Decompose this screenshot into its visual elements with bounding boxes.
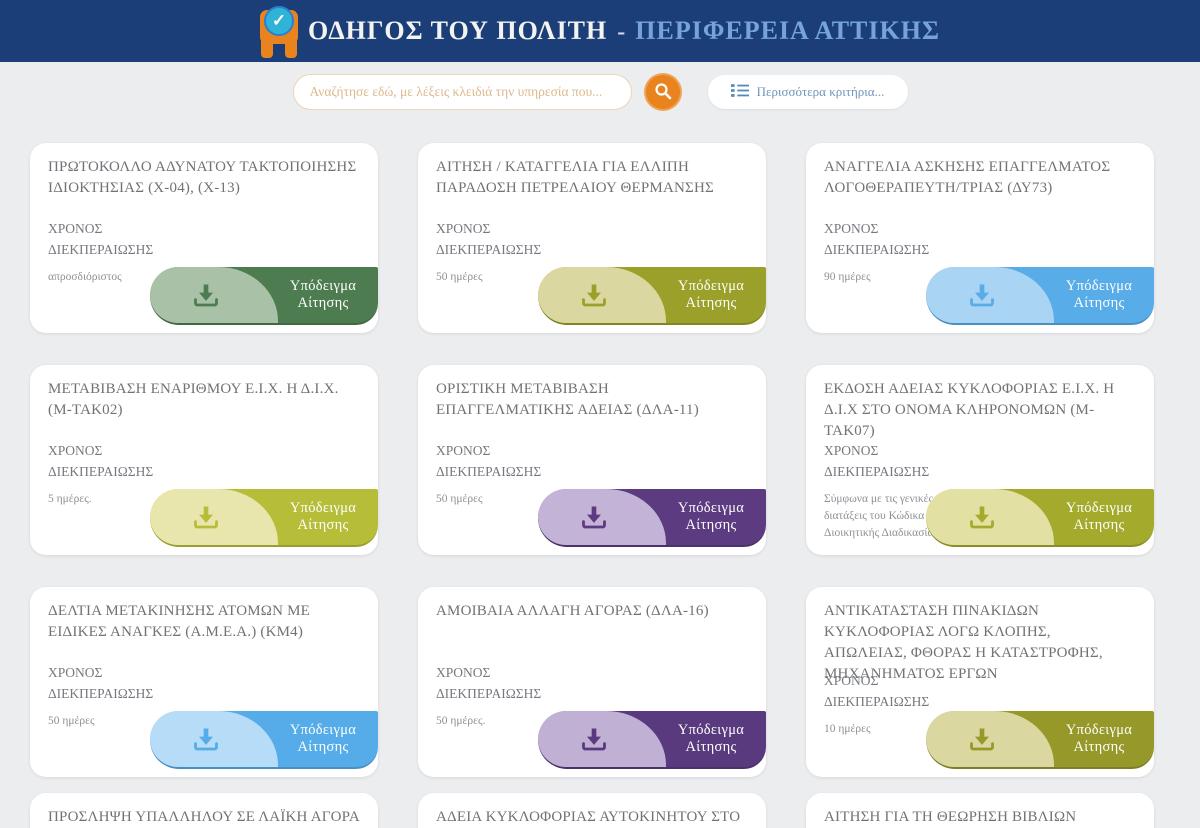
services-grid: ΠΡΩΤΟΚΟΛΛΟ ΑΔΥΝΑΤΟΥ ΤΑΚΤΟΠΟΙΗΣΗΣ ΙΔΙΟΚΤΗ…: [30, 143, 1172, 777]
service-card: ΑΙΤΗΣΗ / ΚΑΤΑΓΓΕΛΙΑ ΓΙΑ ΕΛΛΙΠΗ ΠΑΡΑΔΟΣΗ …: [418, 143, 766, 333]
download-button-label: Υπόδειγμα Αίτησης: [289, 278, 357, 311]
service-card: ΑΝΑΓΓΕΛΙΑ ΑΣΚΗΣΗΣ ΕΠΑΓΓΕΛΜΑΤΟΣ ΛΟΓΟΘΕΡΑΠ…: [806, 143, 1154, 333]
processing-time-label: ΧΡΟΝΟΣ ΔΙΕΚΠΕΡΑΙΩΣΗΣ: [48, 443, 154, 479]
service-card: ΑΙΤΗΣΗ ΓΙΑ ΤΗ ΘΕΩΡΗΣΗ ΒΙΒΛΙΩΝ: [806, 793, 1154, 828]
processing-time-label: ΧΡΟΝΟΣ ΔΙΕΚΠΕΡΑΙΩΣΗΣ: [824, 443, 930, 479]
download-button-label: Υπόδειγμα Αίτησης: [1065, 722, 1133, 755]
download-button-label: Υπόδειγμα Αίτησης: [1065, 500, 1133, 533]
download-icon: [580, 281, 608, 309]
service-title: ΑΝΑΓΓΕΛΙΑ ΑΣΚΗΣΗΣ ΕΠΑΓΓΕΛΜΑΤΟΣ ΛΟΓΟΘΕΡΑΠ…: [824, 159, 1111, 196]
processing-time-label: ΧΡΟΝΟΣ ΔΙΕΚΠΕΡΑΙΩΣΗΣ: [436, 443, 542, 479]
download-button-label: Υπόδειγμα Αίτησης: [289, 500, 357, 533]
service-title: ΑΝΤΙΚΑΤΑΣΤΑΣΗ ΠΙΝΑΚΙΔΩΝ ΚΥΚΛΟΦΟΡΙΑΣ ΛΟΓΩ…: [824, 603, 1103, 682]
download-icon: [192, 281, 220, 309]
processing-time: ΧΡΟΝΟΣ ΔΙΕΚΠΕΡΑΙΩΣΗΣ 50 ημέρες.: [436, 663, 568, 730]
download-icon: [968, 503, 996, 531]
service-card: ΔΕΛΤΙΑ ΜΕΤΑΚΙΝΗΣΗΣ ΑΤΟΜΩΝ ΜΕ ΕΙΔΙΚΕΣ ΑΝΑ…: [30, 587, 378, 777]
service-title: ΠΡΟΣΛΗΨΗ ΥΠΑΛΛΗΛΟΥ ΣΕ ΛΑΪΚΗ ΑΓΟΡΑ: [48, 809, 360, 825]
service-card: ΜΕΤΑΒΙΒΑΣΗ ΕΝΑΡΙΘΜΟΥ Ε.Ι.Χ. Η Δ.Ι.Χ. (Μ-…: [30, 365, 378, 555]
download-template-button[interactable]: Υπόδειγμα Αίτησης: [538, 711, 766, 769]
service-title: ΜΕΤΑΒΙΒΑΣΗ ΕΝΑΡΙΘΜΟΥ Ε.Ι.Χ. Η Δ.Ι.Χ. (Μ-…: [48, 381, 339, 418]
processing-time-value: 50 ημέρες.: [436, 714, 486, 727]
service-card: ΑΝΤΙΚΑΤΑΣΤΑΣΗ ΠΙΝΑΚΙΔΩΝ ΚΥΚΛΟΦΟΡΙΑΣ ΛΟΓΩ…: [806, 587, 1154, 777]
processing-time-value: 5 ημέρες.: [48, 492, 92, 505]
download-button-label: Υπόδειγμα Αίτησης: [677, 500, 745, 533]
site-logo[interactable]: ✓: [260, 4, 299, 58]
service-card: ΕΚΔΟΣΗ ΑΔΕΙΑΣ ΚΥΚΛΟΦΟΡΙΑΣ Ε.Ι.Χ. Η Δ.Ι.Χ…: [806, 365, 1154, 555]
service-title: ΔΕΛΤΙΑ ΜΕΤΑΚΙΝΗΣΗΣ ΑΤΟΜΩΝ ΜΕ ΕΙΔΙΚΕΣ ΑΝΑ…: [48, 603, 311, 640]
processing-time: ΧΡΟΝΟΣ ΔΙΕΚΠΕΡΑΙΩΣΗΣ 50 ημέρες: [436, 441, 568, 508]
service-title: ΑΔΕΙΑ ΚΥΚΛΟΦΟΡΙΑΣ ΑΥΤΟΚΙΝΗΤΟΥ ΣΤΟ: [436, 809, 741, 825]
processing-time: ΧΡΟΝΟΣ ΔΙΕΚΠΕΡΑΙΩΣΗΣ Σύμφωνα με τις γενι…: [824, 441, 956, 543]
processing-time: ΧΡΟΝΟΣ ΔΙΕΚΠΕΡΑΙΩΣΗΣ 50 ημέρες: [48, 663, 180, 730]
processing-time-label: ΧΡΟΝΟΣ ΔΙΕΚΠΕΡΑΙΩΣΗΣ: [436, 221, 542, 257]
download-icon: [192, 725, 220, 753]
download-template-button[interactable]: Υπόδειγμα Αίτησης: [538, 489, 766, 547]
service-card: ΑΜΟΙΒΑΙΑ ΑΛΛΑΓΗ ΑΓΟΡΑΣ (ΔΛΑ-16) ΧΡΟΝΟΣ Δ…: [418, 587, 766, 777]
service-card: ΟΡΙΣΤΙΚΗ ΜΕΤΑΒΙΒΑΣΗ ΕΠΑΓΓΕΛΜΑΤΙΚΗΣ ΑΔΕΙΑ…: [418, 365, 766, 555]
service-card: ΠΡΟΣΛΗΨΗ ΥΠΑΛΛΗΛΟΥ ΣΕ ΛΑΪΚΗ ΑΓΟΡΑ: [30, 793, 378, 828]
download-template-button[interactable]: Υπόδειγμα Αίτησης: [926, 489, 1154, 547]
title-separator: -: [617, 19, 626, 45]
download-button-label: Υπόδειγμα Αίτησης: [1065, 278, 1133, 311]
service-title: ΑΜΟΙΒΑΙΑ ΑΛΛΑΓΗ ΑΓΟΡΑΣ (ΔΛΑ-16): [436, 603, 709, 619]
service-title: ΠΡΩΤΟΚΟΛΛΟ ΑΔΥΝΑΤΟΥ ΤΑΚΤΟΠΟΙΗΣΗΣ ΙΔΙΟΚΤΗ…: [48, 159, 357, 196]
processing-time-value: απροσδιόριστος: [48, 270, 122, 283]
service-title: ΕΚΔΟΣΗ ΑΔΕΙΑΣ ΚΥΚΛΟΦΟΡΙΑΣ Ε.Ι.Χ. Η Δ.Ι.Χ…: [824, 381, 1115, 439]
logo-leg-right: [285, 40, 298, 58]
download-button-label: Υπόδειγμα Αίτησης: [677, 722, 745, 755]
processing-time-value: 50 ημέρες: [436, 270, 483, 283]
search-input[interactable]: [292, 74, 632, 110]
download-template-button[interactable]: Υπόδειγμα Αίτησης: [150, 711, 378, 769]
processing-time-value: 10 ημέρες: [824, 722, 871, 735]
download-icon: [968, 725, 996, 753]
service-card: ΠΡΩΤΟΚΟΛΛΟ ΑΔΥΝΑΤΟΥ ΤΑΚΤΟΠΟΙΗΣΗΣ ΙΔΙΟΚΤΗ…: [30, 143, 378, 333]
processing-time: ΧΡΟΝΟΣ ΔΙΕΚΠΕΡΑΙΩΣΗΣ 90 ημέρες: [824, 219, 956, 286]
download-template-button[interactable]: Υπόδειγμα Αίτησης: [150, 267, 378, 325]
service-card: ΑΔΕΙΑ ΚΥΚΛΟΦΟΡΙΑΣ ΑΥΤΟΚΙΝΗΤΟΥ ΣΤΟ: [418, 793, 766, 828]
processing-time-value: Σύμφωνα με τις γενικές διατάξεις του Κώδ…: [824, 492, 939, 540]
more-criteria-button[interactable]: Περισσότερα κριτήρια...: [707, 75, 908, 109]
site-title-region: ΠΕΡΙΦΕΡΕΙΑ ΑΤΤΙΚΗΣ: [635, 16, 940, 45]
download-icon: [968, 281, 996, 309]
processing-time-value: 50 ημέρες: [436, 492, 483, 505]
list-icon: [730, 83, 749, 102]
site-title-main: ΟΔΗΓΟΣ ΤΟΥ ΠΟΛΙΤΗ: [308, 16, 608, 45]
download-template-button[interactable]: Υπόδειγμα Αίτησης: [926, 711, 1154, 769]
services-grid-partial: ΠΡΟΣΛΗΨΗ ΥΠΑΛΛΗΛΟΥ ΣΕ ΛΑΪΚΗ ΑΓΟΡΑ ΑΔΕΙΑ …: [30, 793, 1172, 828]
header-bar: ✓ ΟΔΗΓΟΣ ΤΟΥ ΠΟΛΙΤΗ - ΠΕΡΙΦΕΡΕΙΑ ΑΤΤΙΚΗΣ: [0, 0, 1200, 62]
processing-time: ΧΡΟΝΟΣ ΔΙΕΚΠΕΡΑΙΩΣΗΣ 5 ημέρες.: [48, 441, 180, 508]
service-title: ΟΡΙΣΤΙΚΗ ΜΕΤΑΒΙΒΑΣΗ ΕΠΑΓΓΕΛΜΑΤΙΚΗΣ ΑΔΕΙΑ…: [436, 381, 699, 418]
download-button-label: Υπόδειγμα Αίτησης: [677, 278, 745, 311]
processing-time-value: 50 ημέρες: [48, 714, 95, 727]
search-button[interactable]: [643, 73, 682, 111]
download-template-button[interactable]: Υπόδειγμα Αίτησης: [926, 267, 1154, 325]
check-badge-icon: ✓: [264, 6, 295, 36]
download-template-button[interactable]: Υπόδειγμα Αίτησης: [538, 267, 766, 325]
download-icon: [580, 503, 608, 531]
processing-time-label: ΧΡΟΝΟΣ ΔΙΕΚΠΕΡΑΙΩΣΗΣ: [436, 665, 542, 701]
download-icon: [192, 503, 220, 531]
processing-time-value: 90 ημέρες: [824, 270, 871, 283]
processing-time-label: ΧΡΟΝΟΣ ΔΙΕΚΠΕΡΑΙΩΣΗΣ: [48, 221, 154, 257]
service-title: ΑΙΤΗΣΗ / ΚΑΤΑΓΓΕΛΙΑ ΓΙΑ ΕΛΛΙΠΗ ΠΑΡΑΔΟΣΗ …: [436, 159, 714, 196]
processing-time-label: ΧΡΟΝΟΣ ΔΙΕΚΠΕΡΑΙΩΣΗΣ: [48, 665, 154, 701]
processing-time-label: ΧΡΟΝΟΣ ΔΙΕΚΠΕΡΑΙΩΣΗΣ: [824, 673, 930, 709]
download-button-label: Υπόδειγμα Αίτησης: [289, 722, 357, 755]
site-title: ΟΔΗΓΟΣ ΤΟΥ ΠΟΛΙΤΗ - ΠΕΡΙΦΕΡΕΙΑ ΑΤΤΙΚΗΣ: [308, 16, 940, 46]
processing-time: ΧΡΟΝΟΣ ΔΙΕΚΠΕΡΑΙΩΣΗΣ απροσδιόριστος: [48, 219, 180, 286]
magnifier-icon: [653, 81, 673, 104]
logo-leg-left: [261, 40, 274, 58]
service-title: ΑΙΤΗΣΗ ΓΙΑ ΤΗ ΘΕΩΡΗΣΗ ΒΙΒΛΙΩΝ: [824, 809, 1077, 825]
search-row: Περισσότερα κριτήρια...: [0, 73, 1200, 111]
processing-time-label: ΧΡΟΝΟΣ ΔΙΕΚΠΕΡΑΙΩΣΗΣ: [824, 221, 930, 257]
processing-time: ΧΡΟΝΟΣ ΔΙΕΚΠΕΡΑΙΩΣΗΣ 50 ημέρες: [436, 219, 568, 286]
more-criteria-label: Περισσότερα κριτήρια...: [756, 84, 885, 99]
download-icon: [580, 725, 608, 753]
download-template-button[interactable]: Υπόδειγμα Αίτησης: [150, 489, 378, 547]
processing-time: ΧΡΟΝΟΣ ΔΙΕΚΠΕΡΑΙΩΣΗΣ 10 ημέρες: [824, 671, 956, 738]
